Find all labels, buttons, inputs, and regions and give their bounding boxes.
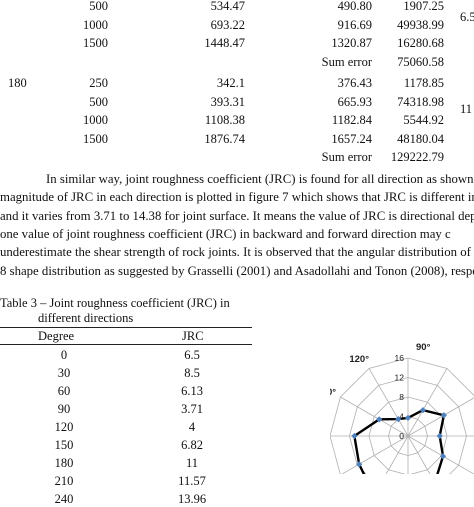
paragraph-line: and it varies from 3.71 to 14.38 for joi… — [0, 208, 474, 223]
table3-jrc-cell: 6.82 — [181, 438, 203, 452]
radar-point — [436, 432, 443, 440]
radar-spoke — [407, 397, 474, 437]
paragraph-line: In similar way, joint roughness coeffici… — [46, 172, 474, 186]
top-table-cell: 665.93 — [337, 94, 372, 109]
radar-tick-label: 16 — [395, 353, 405, 363]
top-table-cell: 500 — [89, 0, 108, 13]
top-table-cell: 1320.87 — [331, 36, 372, 50]
radar-point — [439, 453, 447, 460]
top-table-cell: 1657.24 — [331, 131, 372, 146]
radar-angle-label: 150° — [330, 387, 336, 398]
table3-caption-line2: different directions — [38, 311, 134, 325]
table3-degree-cell: 120 — [54, 420, 74, 434]
radar-tick-label: 4 — [399, 412, 404, 422]
radar-spoke — [385, 435, 409, 474]
side-value: 11 — [460, 102, 473, 116]
table3-jrc-cell: 6.13 — [181, 384, 203, 398]
table3-degree-cell: 0 — [60, 348, 68, 362]
top-table-cell: 48180.04 — [397, 131, 444, 146]
table3-header-degree: Degree — [38, 329, 75, 343]
table3-degree-cell: 240 — [54, 492, 74, 506]
table3-jrc-cell: 4 — [188, 420, 196, 434]
top-table-cell: 393.31 — [210, 94, 245, 109]
radar-tick-label: 0 — [399, 431, 404, 441]
top-table-cell: 74318.98 — [397, 94, 444, 109]
radar-tick-label: 8 — [399, 392, 404, 402]
top-table-cell: 534.47 — [210, 0, 245, 13]
table3-jrc-cell: 13.96 — [177, 492, 207, 506]
table3-degree-cell: 150 — [54, 438, 74, 452]
table3-jrc-cell: 3.71 — [181, 402, 203, 416]
sum-error-label: Sum error — [321, 54, 372, 69]
table3-header-jrc: JRC — [182, 329, 204, 343]
sum-error-value: 129222.79 — [390, 150, 444, 164]
table3-degree-cell: 30 — [57, 366, 71, 380]
side-value: 6.5 — [460, 10, 474, 24]
top-table-cell: 250 — [89, 76, 108, 90]
table3-degree-cell: 180 — [54, 456, 74, 470]
paragraph-line: 8 shape distribution as suggested by Gra… — [0, 263, 474, 278]
group-label-180: 180 — [8, 76, 27, 90]
top-table-cell: 693.22 — [210, 17, 245, 32]
top-table-cell: 342.1 — [216, 76, 245, 90]
radar-point — [440, 412, 447, 419]
radar-angle-label: 90° — [416, 342, 431, 353]
top-table-cell: 1907.25 — [403, 0, 444, 13]
paragraph-line: magnitude of JRC in each direction is pl… — [0, 190, 474, 205]
top-table-cell: 1182.84 — [331, 113, 372, 127]
top-table-cell: 1876.74 — [204, 131, 245, 146]
top-table-cell: 16280.68 — [397, 36, 444, 50]
top-table-cell: 490.80 — [337, 0, 372, 13]
radar-spoke — [368, 368, 409, 437]
top-table-cell: 5544.92 — [403, 113, 444, 127]
sum-error-label: Sum error — [321, 150, 372, 164]
top-table-cell: 1500 — [83, 131, 108, 146]
radar-spoke — [407, 368, 448, 437]
table3-top-rule — [0, 327, 252, 328]
table3-degree-cell: 60 — [57, 384, 71, 398]
radar-angle-label: 120° — [349, 354, 369, 365]
top-table-cell: 916.69 — [337, 17, 372, 32]
radar-spoke — [407, 435, 431, 474]
radar-point — [351, 432, 358, 440]
top-table-cell: 1500 — [83, 36, 108, 50]
radar-grid-ring — [330, 357, 474, 474]
top-table-cell: 1448.47 — [204, 36, 245, 50]
table3-jrc-cell: 11 — [185, 456, 199, 470]
top-table-cell: 500 — [89, 94, 108, 109]
radar-tick-label: 12 — [395, 373, 405, 383]
radar-spoke — [341, 435, 409, 474]
table3-degree-cell: 210 — [54, 474, 74, 488]
table3-caption-line1: Table 3 – Joint roughness coefficient (J… — [0, 296, 230, 310]
radar-spoke — [340, 396, 409, 437]
table3-jrc-cell: 6.5 — [184, 348, 200, 362]
radar-point — [376, 416, 383, 423]
table3-jrc-cell: 11.57 — [178, 474, 206, 488]
top-table-cell: 1108.38 — [204, 113, 245, 127]
radar-point — [404, 414, 412, 422]
top-table-cell: 1000 — [83, 113, 108, 127]
top-table-cell: 376.43 — [337, 76, 372, 90]
paragraph-line: one value of joint roughness coefficient… — [0, 226, 451, 241]
table3-header-rule — [0, 344, 252, 345]
sum-error-value: 75060.58 — [397, 54, 444, 69]
top-table-cell: 49938.99 — [397, 17, 444, 32]
table3-degree-cell: 90 — [57, 402, 71, 416]
paragraph-line: underestimate the shear strength of rock… — [0, 245, 474, 260]
table3-jrc-cell: 8.5 — [184, 366, 200, 380]
top-table-cell: 1000 — [83, 17, 108, 32]
top-table-cell: 1178.85 — [403, 76, 444, 90]
